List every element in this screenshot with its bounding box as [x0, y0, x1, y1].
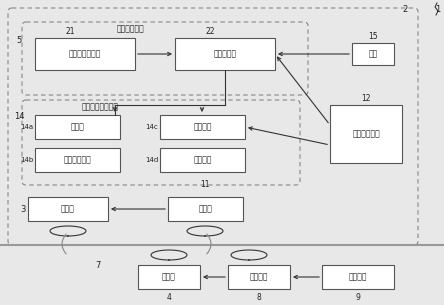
- Text: 停车辅助装置: 停车辅助装置: [116, 24, 144, 33]
- Text: 14a: 14a: [20, 124, 33, 130]
- Text: 7: 7: [95, 261, 100, 270]
- Text: 21: 21: [65, 27, 75, 36]
- Bar: [228, 265, 290, 289]
- Text: 12: 12: [361, 94, 371, 103]
- Text: 驱动电路: 驱动电路: [250, 272, 268, 282]
- Text: 14b: 14b: [20, 157, 33, 163]
- Text: 11: 11: [200, 180, 210, 189]
- Bar: [175, 38, 275, 70]
- Text: 15: 15: [368, 32, 378, 41]
- Text: 控制装置: 控制装置: [349, 272, 367, 282]
- Text: 蓄电池: 蓄电池: [61, 204, 75, 214]
- Text: 3: 3: [20, 204, 26, 214]
- Bar: [322, 265, 394, 289]
- Bar: [28, 197, 108, 221]
- Text: 警告声扬声器: 警告声扬声器: [63, 156, 91, 164]
- Bar: [168, 197, 243, 221]
- Bar: [330, 105, 402, 163]
- Text: 9: 9: [356, 293, 361, 302]
- Text: 供电部: 供电部: [162, 272, 176, 282]
- Bar: [160, 148, 245, 172]
- Bar: [35, 148, 120, 172]
- Text: 右扬声器: 右扬声器: [193, 156, 212, 164]
- Bar: [160, 115, 245, 139]
- Text: 4: 4: [166, 293, 171, 302]
- Bar: [138, 265, 200, 289]
- Text: 左扬声器: 左扬声器: [193, 123, 212, 131]
- Text: 8: 8: [257, 293, 262, 302]
- Text: 14c: 14c: [145, 124, 158, 130]
- Text: 受电部: 受电部: [198, 204, 212, 214]
- Text: 图像显示装置: 图像显示装置: [352, 130, 380, 138]
- Text: 5: 5: [16, 36, 21, 45]
- Text: 仪表盘: 仪表盘: [71, 123, 84, 131]
- Text: 2: 2: [402, 5, 407, 14]
- Bar: [35, 38, 135, 70]
- Text: 22: 22: [205, 27, 215, 36]
- Text: 开关: 开关: [369, 49, 378, 59]
- Bar: [352, 43, 394, 65]
- Text: 14d: 14d: [145, 157, 158, 163]
- Text: 14: 14: [14, 112, 24, 121]
- Text: 1: 1: [435, 5, 440, 14]
- Bar: [35, 115, 120, 139]
- Text: 相对位置获取部: 相对位置获取部: [69, 49, 101, 59]
- Text: 对位辅助部: 对位辅助部: [214, 49, 237, 59]
- Text: 车辆信息显示装置: 车辆信息显示装置: [82, 102, 119, 111]
